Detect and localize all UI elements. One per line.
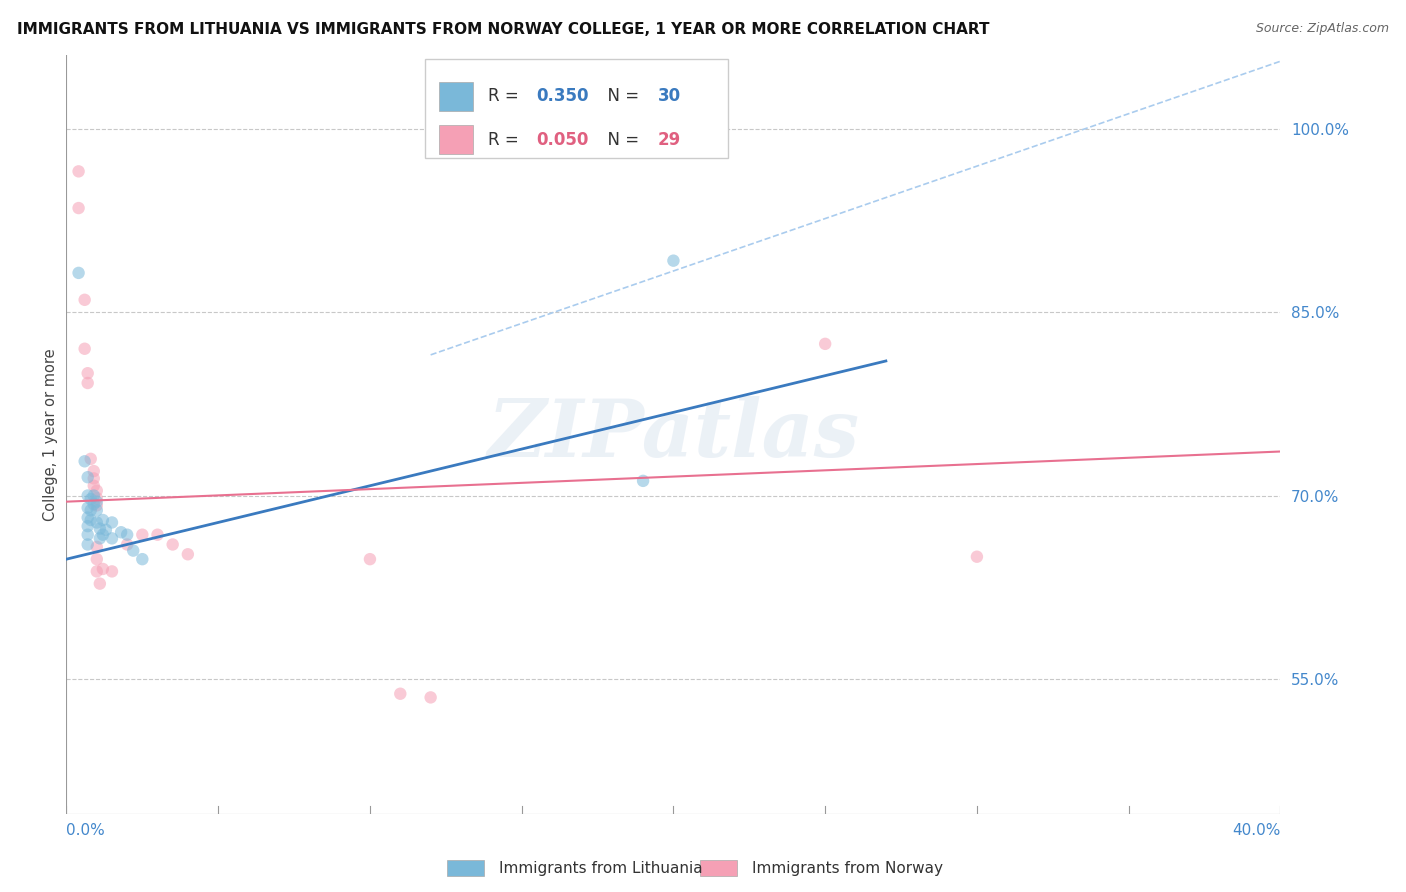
Point bbox=[814, 336, 837, 351]
FancyBboxPatch shape bbox=[439, 126, 474, 154]
Point bbox=[91, 527, 114, 541]
Point bbox=[631, 474, 654, 488]
Point bbox=[76, 366, 98, 380]
Point bbox=[76, 510, 98, 524]
Point bbox=[86, 483, 108, 498]
Point bbox=[86, 565, 108, 579]
Point bbox=[177, 547, 200, 561]
Point bbox=[76, 500, 98, 515]
Point bbox=[91, 513, 114, 527]
Point bbox=[76, 519, 98, 533]
Text: Immigrants from Norway: Immigrants from Norway bbox=[752, 862, 943, 876]
Point bbox=[131, 552, 153, 566]
Point bbox=[89, 532, 111, 546]
Point bbox=[86, 540, 108, 554]
Point bbox=[67, 164, 90, 178]
Point bbox=[83, 464, 105, 478]
Text: N =: N = bbox=[598, 87, 644, 105]
Text: IMMIGRANTS FROM LITHUANIA VS IMMIGRANTS FROM NORWAY COLLEGE, 1 YEAR OR MORE CORR: IMMIGRANTS FROM LITHUANIA VS IMMIGRANTS … bbox=[17, 22, 990, 37]
Point bbox=[76, 470, 98, 484]
Point bbox=[419, 690, 441, 705]
Text: Source: ZipAtlas.com: Source: ZipAtlas.com bbox=[1256, 22, 1389, 36]
Point bbox=[662, 253, 685, 268]
FancyBboxPatch shape bbox=[425, 59, 728, 158]
Point bbox=[73, 342, 96, 356]
Point bbox=[94, 523, 117, 537]
Text: 40.0%: 40.0% bbox=[1232, 822, 1281, 838]
Point bbox=[80, 503, 103, 517]
Point bbox=[389, 687, 412, 701]
Text: 29: 29 bbox=[658, 131, 681, 149]
Text: Immigrants from Lithuania: Immigrants from Lithuania bbox=[499, 862, 703, 876]
Point bbox=[76, 489, 98, 503]
Text: 0.050: 0.050 bbox=[536, 131, 589, 149]
Text: 0.0%: 0.0% bbox=[66, 822, 105, 838]
Point bbox=[91, 562, 114, 576]
Point bbox=[80, 492, 103, 507]
Point bbox=[83, 471, 105, 485]
Point bbox=[122, 543, 145, 558]
Point bbox=[86, 499, 108, 513]
Point bbox=[83, 479, 105, 493]
Point bbox=[101, 565, 124, 579]
Point bbox=[101, 516, 124, 530]
Point bbox=[86, 503, 108, 517]
Point bbox=[83, 489, 105, 503]
Point bbox=[131, 527, 153, 541]
Point bbox=[80, 513, 103, 527]
Point bbox=[146, 527, 169, 541]
Point bbox=[73, 293, 96, 307]
Point bbox=[115, 537, 138, 551]
Text: N =: N = bbox=[598, 131, 644, 149]
Point bbox=[101, 532, 124, 546]
Point bbox=[89, 522, 111, 536]
Point bbox=[86, 516, 108, 530]
Point bbox=[110, 525, 132, 540]
FancyBboxPatch shape bbox=[439, 82, 474, 111]
Point bbox=[86, 494, 108, 508]
Point bbox=[86, 552, 108, 566]
Text: 0.350: 0.350 bbox=[536, 87, 589, 105]
Point bbox=[89, 576, 111, 591]
Point bbox=[67, 266, 90, 280]
Point bbox=[115, 527, 138, 541]
Point bbox=[359, 552, 381, 566]
Point bbox=[83, 497, 105, 511]
Text: R =: R = bbox=[488, 131, 523, 149]
Point bbox=[76, 527, 98, 541]
Text: ZIPatlas: ZIPatlas bbox=[488, 396, 859, 473]
Point bbox=[162, 537, 184, 551]
Text: 30: 30 bbox=[658, 87, 681, 105]
Point bbox=[73, 454, 96, 468]
Point bbox=[80, 451, 103, 466]
Point bbox=[86, 491, 108, 505]
Point bbox=[76, 376, 98, 390]
Point bbox=[67, 201, 90, 215]
Text: R =: R = bbox=[488, 87, 523, 105]
Y-axis label: College, 1 year or more: College, 1 year or more bbox=[44, 348, 58, 521]
Point bbox=[966, 549, 988, 564]
Point bbox=[76, 537, 98, 551]
